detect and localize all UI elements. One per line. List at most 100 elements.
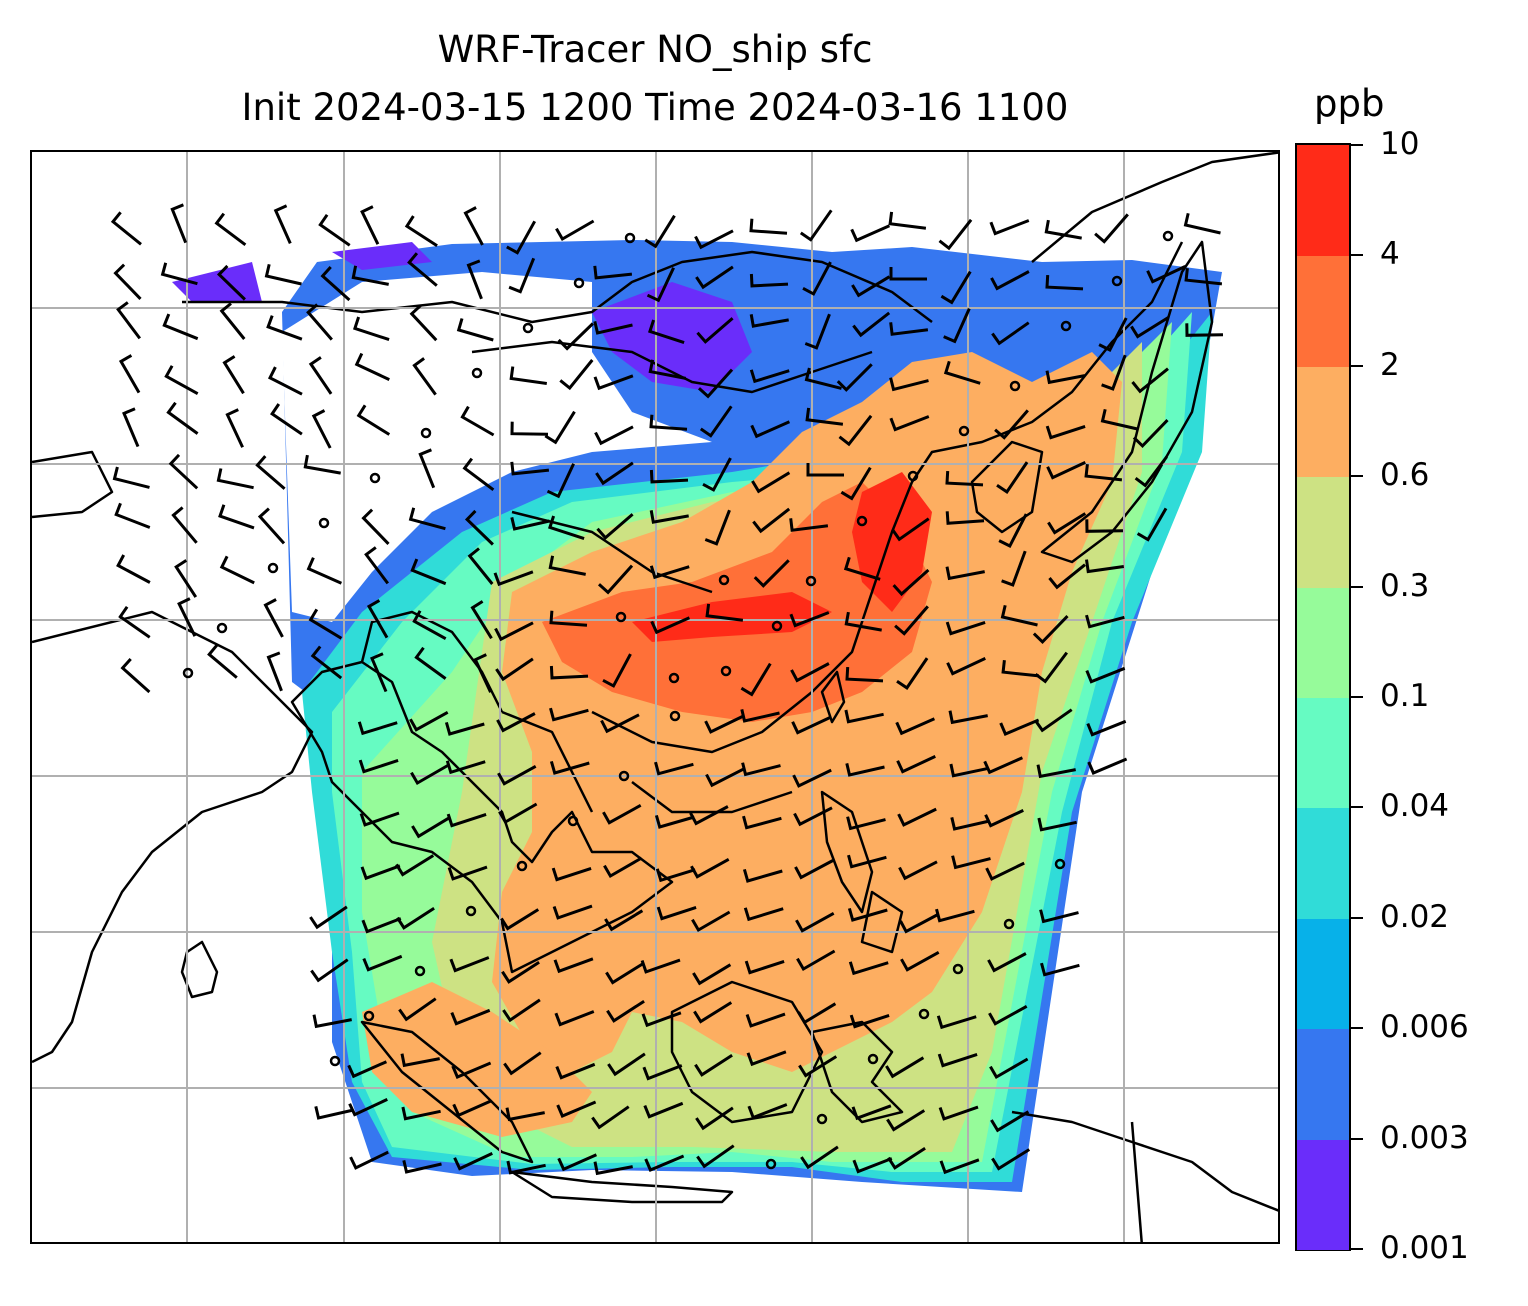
colorbar-tick-mark bbox=[1351, 1027, 1363, 1030]
colorbar-tick-label: 0.001 bbox=[1380, 1230, 1469, 1266]
wind-barb bbox=[216, 264, 246, 301]
wind-barb bbox=[796, 949, 836, 972]
wind-barb bbox=[894, 605, 929, 636]
wind-barb bbox=[644, 214, 676, 249]
wind-barb bbox=[1131, 367, 1169, 394]
wind-barb bbox=[508, 257, 536, 294]
wind-barb bbox=[410, 558, 447, 586]
wind-barb bbox=[361, 508, 390, 545]
wind-barb bbox=[510, 517, 550, 531]
wind-barb bbox=[396, 906, 435, 930]
wind-barb bbox=[216, 468, 254, 490]
calm-wind-marker bbox=[805, 575, 817, 587]
wind-barb bbox=[460, 405, 495, 437]
wind-barb bbox=[359, 811, 400, 827]
colorbar-tick-label: 0.006 bbox=[1380, 1009, 1469, 1046]
wind-barb bbox=[218, 504, 255, 530]
wind-barb bbox=[949, 763, 989, 778]
coastline-korea bbox=[970, 440, 1044, 534]
wind-barb bbox=[273, 204, 292, 245]
wind-barb bbox=[444, 721, 485, 736]
wind-barb bbox=[985, 861, 1025, 881]
colorbar-tick-label: 4 bbox=[1380, 236, 1400, 273]
wind-barb bbox=[118, 605, 151, 639]
wind-barb bbox=[844, 709, 884, 724]
wind-barb bbox=[990, 1110, 1030, 1133]
wind-barb bbox=[593, 374, 634, 391]
wind-barb bbox=[644, 1154, 685, 1172]
wind-barb bbox=[704, 509, 731, 546]
wind-barb bbox=[357, 721, 398, 736]
wind-barb bbox=[895, 717, 936, 736]
wind-barb bbox=[214, 212, 247, 246]
wind-barb bbox=[310, 958, 349, 983]
wind-barb bbox=[1001, 550, 1027, 587]
colorbar-tick-label: 0.02 bbox=[1380, 898, 1450, 935]
wind-barb bbox=[838, 414, 873, 447]
wind-barb bbox=[354, 352, 390, 381]
wind-barb bbox=[595, 461, 634, 486]
wind-barb bbox=[938, 1105, 979, 1121]
wind-barb bbox=[309, 905, 348, 930]
wind-barb bbox=[702, 457, 732, 492]
calm-wind-marker bbox=[952, 963, 964, 975]
wind-barb bbox=[257, 507, 286, 545]
wind-barb bbox=[449, 956, 490, 973]
coastline-china-south bbox=[591, 241, 1184, 754]
wind-barb bbox=[847, 854, 887, 869]
colorbar-tick-mark bbox=[1351, 475, 1363, 478]
calm-wind-marker bbox=[765, 1158, 777, 1170]
wind-barb bbox=[705, 767, 745, 788]
wind-barb bbox=[312, 1014, 352, 1029]
coastline-russia-north bbox=[1031, 152, 1278, 263]
wind-barb bbox=[1087, 757, 1128, 775]
wind-barb bbox=[303, 454, 341, 475]
wind-barb bbox=[696, 317, 734, 344]
wind-barb bbox=[1184, 268, 1223, 286]
wind-barb bbox=[945, 566, 985, 581]
calm-wind-marker bbox=[267, 562, 279, 574]
colorbar-tick-mark bbox=[1351, 696, 1363, 698]
wind-barb bbox=[162, 313, 199, 341]
wind-barb bbox=[990, 270, 1030, 291]
wind-barb bbox=[1101, 354, 1127, 391]
coastline-philippines bbox=[820, 790, 904, 954]
wind-barb bbox=[794, 859, 834, 880]
calm-wind-marker bbox=[1009, 380, 1021, 392]
colorbar-segment bbox=[1297, 586, 1349, 698]
wind-barb bbox=[351, 265, 389, 286]
wind-barb bbox=[1183, 212, 1221, 235]
wind-barb bbox=[1134, 455, 1168, 488]
wind-barb bbox=[270, 403, 303, 436]
wind-barb bbox=[891, 517, 930, 542]
wind-barb bbox=[749, 369, 790, 384]
wind-barb bbox=[740, 709, 780, 723]
border-china-mongolia bbox=[182, 250, 933, 324]
wind-barb bbox=[640, 958, 681, 974]
wind-barb bbox=[649, 414, 688, 431]
wind-barb bbox=[411, 816, 451, 839]
wind-barb bbox=[366, 599, 389, 639]
wind-barb bbox=[1130, 316, 1170, 339]
wind-barb bbox=[349, 1150, 389, 1170]
wind-barb bbox=[607, 1052, 646, 1077]
wind-barb bbox=[502, 998, 541, 1023]
wind-barb bbox=[744, 959, 785, 975]
wind-barb bbox=[889, 267, 927, 281]
wind-barb bbox=[753, 559, 790, 588]
wind-barb bbox=[695, 1106, 734, 1131]
wind-barb bbox=[743, 907, 784, 922]
colorbar-segment bbox=[1297, 917, 1349, 1030]
wind-barb bbox=[602, 803, 642, 825]
wind-barb bbox=[1048, 563, 1086, 590]
wind-barb bbox=[899, 913, 939, 934]
wind-barb bbox=[695, 265, 734, 290]
wind-barb bbox=[936, 1015, 977, 1030]
wind-barb bbox=[266, 315, 303, 341]
wind-barb bbox=[840, 466, 872, 501]
calm-wind-marker bbox=[1060, 320, 1072, 332]
wind-barb bbox=[886, 1109, 926, 1132]
wind-barb bbox=[943, 360, 981, 385]
wind-barb bbox=[308, 356, 333, 395]
wind-barb bbox=[225, 408, 244, 448]
